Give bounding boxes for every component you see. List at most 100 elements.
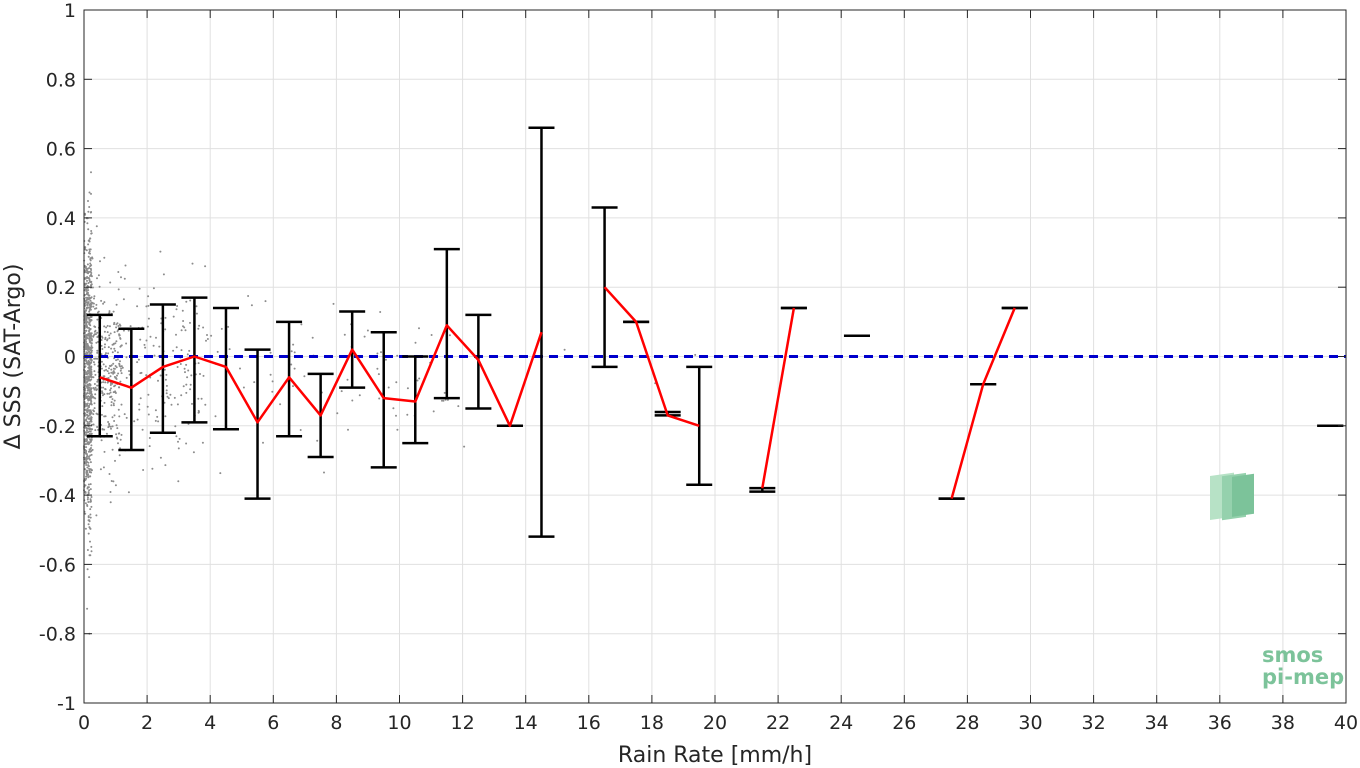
scatter-point <box>111 351 114 354</box>
scatter-point <box>227 325 230 328</box>
scatter-point <box>103 256 106 259</box>
scatter-point <box>180 329 183 332</box>
scatter-point <box>247 295 250 297</box>
scatter-point <box>180 394 183 397</box>
scatter-point <box>418 377 421 380</box>
scatter-point <box>90 283 93 286</box>
scatter-point <box>86 369 89 372</box>
errorbar <box>591 206 618 369</box>
scatter-point <box>146 405 149 408</box>
scatter-point <box>457 405 460 408</box>
scatter-point <box>106 392 109 395</box>
scatter-point <box>96 277 98 280</box>
scatter-point <box>90 171 92 174</box>
scatter-point <box>101 428 104 430</box>
scatter-point <box>191 402 193 405</box>
logo-line2: pi-mep <box>1262 665 1344 689</box>
scatter-point <box>182 320 185 322</box>
scatter-point <box>271 380 274 383</box>
scatter-point <box>88 576 91 579</box>
scatter-point <box>106 324 109 327</box>
scatter-point <box>204 265 207 268</box>
scatter-point <box>119 438 122 441</box>
scatter-point <box>109 332 112 335</box>
scatter-point <box>108 367 110 370</box>
scatter-point <box>116 427 119 430</box>
scatter-point <box>416 379 419 382</box>
scatter-point <box>84 484 87 487</box>
scatter-point <box>88 252 90 254</box>
scatter-point <box>175 346 178 349</box>
scatter-point <box>162 273 165 276</box>
scatter-point <box>159 456 162 459</box>
scatter-point <box>109 365 112 368</box>
scatter-point <box>164 378 167 381</box>
scatter-point <box>114 349 117 352</box>
scatter-point <box>113 323 115 326</box>
scatter-point <box>84 451 87 454</box>
scatter-point <box>96 357 99 360</box>
x-tick-label: 24 <box>829 712 853 734</box>
scatter-point <box>86 277 89 279</box>
scatter-point <box>92 302 95 305</box>
scatter-point <box>414 341 417 344</box>
scatter-point <box>93 297 95 300</box>
scatter-point <box>91 346 94 349</box>
scatter-point <box>101 348 104 350</box>
errorbar <box>433 247 460 400</box>
scatter-point <box>103 428 106 431</box>
errorbar <box>149 303 176 434</box>
scatter-point <box>125 376 128 379</box>
scatter-point <box>95 225 98 228</box>
scatter-point <box>392 407 395 410</box>
scatter-point <box>88 267 91 269</box>
scatter-point <box>102 386 105 389</box>
scatter-point <box>93 388 96 391</box>
scatter-point <box>136 418 139 421</box>
scatter-point <box>111 448 114 451</box>
scatter-point <box>164 415 167 418</box>
scatter-point <box>88 448 91 451</box>
scatter-point <box>88 346 91 349</box>
scatter-point <box>105 432 108 435</box>
x-tick-label: 14 <box>514 712 538 734</box>
scatter-point <box>88 469 91 472</box>
scatter-point <box>88 368 91 370</box>
scatter-point <box>113 420 116 422</box>
scatter-point <box>114 376 117 379</box>
scatter-point <box>90 410 93 413</box>
scatter-point <box>177 440 179 443</box>
scatter-point <box>182 325 184 328</box>
scatter-point <box>192 451 195 454</box>
scatter-point <box>84 304 87 307</box>
scatter-point <box>89 396 91 399</box>
scatter-point <box>346 378 349 381</box>
scatter-point <box>228 348 231 351</box>
scatter-point <box>115 323 118 326</box>
scatter-point <box>250 304 253 307</box>
scatter-point <box>84 527 87 530</box>
scatter-point <box>191 262 194 265</box>
scatter-point <box>120 365 123 368</box>
scatter-point <box>109 375 112 378</box>
scatter-point <box>109 396 112 399</box>
scatter-point <box>85 282 88 285</box>
logo-mark-icon <box>1210 472 1254 521</box>
scatter-point <box>351 399 354 402</box>
scatter-point <box>145 305 148 308</box>
scatter-point <box>220 327 223 330</box>
scatter-point <box>89 275 91 277</box>
scatter-point <box>182 385 185 388</box>
scatter-point <box>87 464 90 467</box>
x-tick-label: 0 <box>78 712 90 734</box>
scatter-point <box>87 483 90 486</box>
x-tick-label: 20 <box>703 712 727 734</box>
scatter-point <box>88 337 91 339</box>
scatter-point <box>219 472 222 475</box>
scatter-point <box>115 340 118 343</box>
scatter-point <box>152 287 155 290</box>
scatter-point <box>86 306 89 309</box>
scatter-point <box>88 430 91 433</box>
scatter-point <box>88 404 91 407</box>
scatter-point <box>90 428 93 431</box>
